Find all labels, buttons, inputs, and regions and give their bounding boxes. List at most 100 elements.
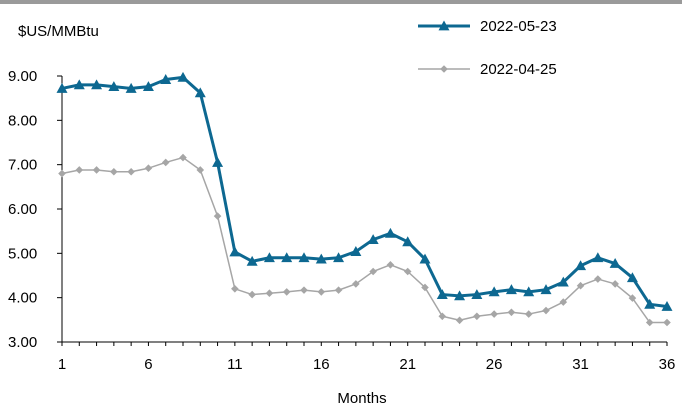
y-tick-label: 9.00 [8,68,37,85]
series-layer [56,71,673,327]
data-point [542,306,550,315]
legend-item: 2022-05-23 [418,18,557,35]
data-point [403,267,412,276]
data-point [661,301,673,311]
data-point [644,298,656,309]
data-point [575,260,587,271]
data-point [471,289,483,299]
y-tick-label: 6.00 [8,201,37,218]
x-tick-label: 21 [399,356,416,373]
data-point [609,258,621,268]
data-point [282,288,291,296]
data-point [179,153,187,162]
data-point [367,234,379,244]
data-point [611,280,619,288]
data-point [352,280,360,288]
data-point [488,286,500,297]
data-point [594,275,602,283]
series-2022-04-25 [58,153,671,327]
series-line [61,75,668,309]
data-point [421,283,429,292]
y-tick-label: 3.00 [8,334,37,351]
data-point [524,310,533,318]
top-border [0,0,682,4]
data-point [540,284,552,295]
data-point [144,164,153,173]
data-point [229,246,241,257]
data-point [92,166,101,174]
data-point [231,285,239,293]
series-2022-05-23 [56,71,673,311]
data-point [576,281,585,290]
data-point [350,246,362,256]
legend-label: 2022-05-23 [480,18,557,35]
data-point [436,289,448,299]
data-point [281,252,293,263]
y-tick-label: 7.00 [8,157,37,174]
data-point [56,82,68,93]
x-tick-label: 11 [227,356,243,373]
y-tick-label: 4.00 [8,290,37,307]
data-point [108,81,120,92]
data-point [419,253,431,264]
data-point [212,156,224,167]
data-point [300,286,308,294]
data-point [246,255,258,266]
data-point [265,289,274,298]
data-point [58,169,66,178]
data-point [298,252,310,263]
data-point [177,71,189,82]
x-tick-label: 31 [572,356,589,373]
legend-item: 2022-04-25 [418,61,557,78]
legend-swatch-marker [438,20,450,31]
data-point [592,252,604,263]
data-point [248,290,256,299]
data-point [161,158,170,167]
data-point [110,167,118,176]
data-point [507,308,516,317]
x-tick-label: 6 [144,356,152,373]
legend-swatch-marker [440,65,448,73]
y-axis-label: $US/MMBtu [18,23,99,40]
data-point [559,298,568,306]
data-point [557,276,569,287]
data-point [455,316,464,325]
data-point [402,236,414,247]
data-point [334,286,343,294]
x-tick-label: 1 [58,356,66,373]
legend-label: 2022-04-25 [480,61,557,78]
data-point [626,272,638,283]
data-point [263,252,275,263]
data-point [645,318,654,327]
series-line [61,156,667,324]
data-point [317,288,326,296]
legend: 2022-05-23 2022-04-25 [418,18,557,78]
data-point [75,166,84,174]
data-point [213,212,222,220]
data-point [142,81,154,92]
data-point [384,227,396,238]
x-axis-label: Months [337,390,386,405]
x-tick-label: 26 [486,356,503,373]
x-tick-label: 16 [313,356,330,373]
data-point [523,286,535,297]
axes: 3.004.005.006.007.008.009.001 6 11 16 21 26 31… [8,68,675,373]
data-point [369,267,377,276]
data-point [663,318,671,327]
data-point [315,253,327,264]
data-point [160,74,172,84]
data-point [91,79,103,90]
y-tick-label: 8.00 [8,112,37,129]
data-point [194,87,206,98]
y-tick-label: 5.00 [8,245,37,262]
data-point [125,82,137,93]
data-point [628,294,637,302]
data-point [505,284,517,295]
data-point [127,167,135,176]
data-point [473,312,481,321]
data-point [196,166,205,174]
data-point [438,312,447,321]
data-point [454,290,466,301]
